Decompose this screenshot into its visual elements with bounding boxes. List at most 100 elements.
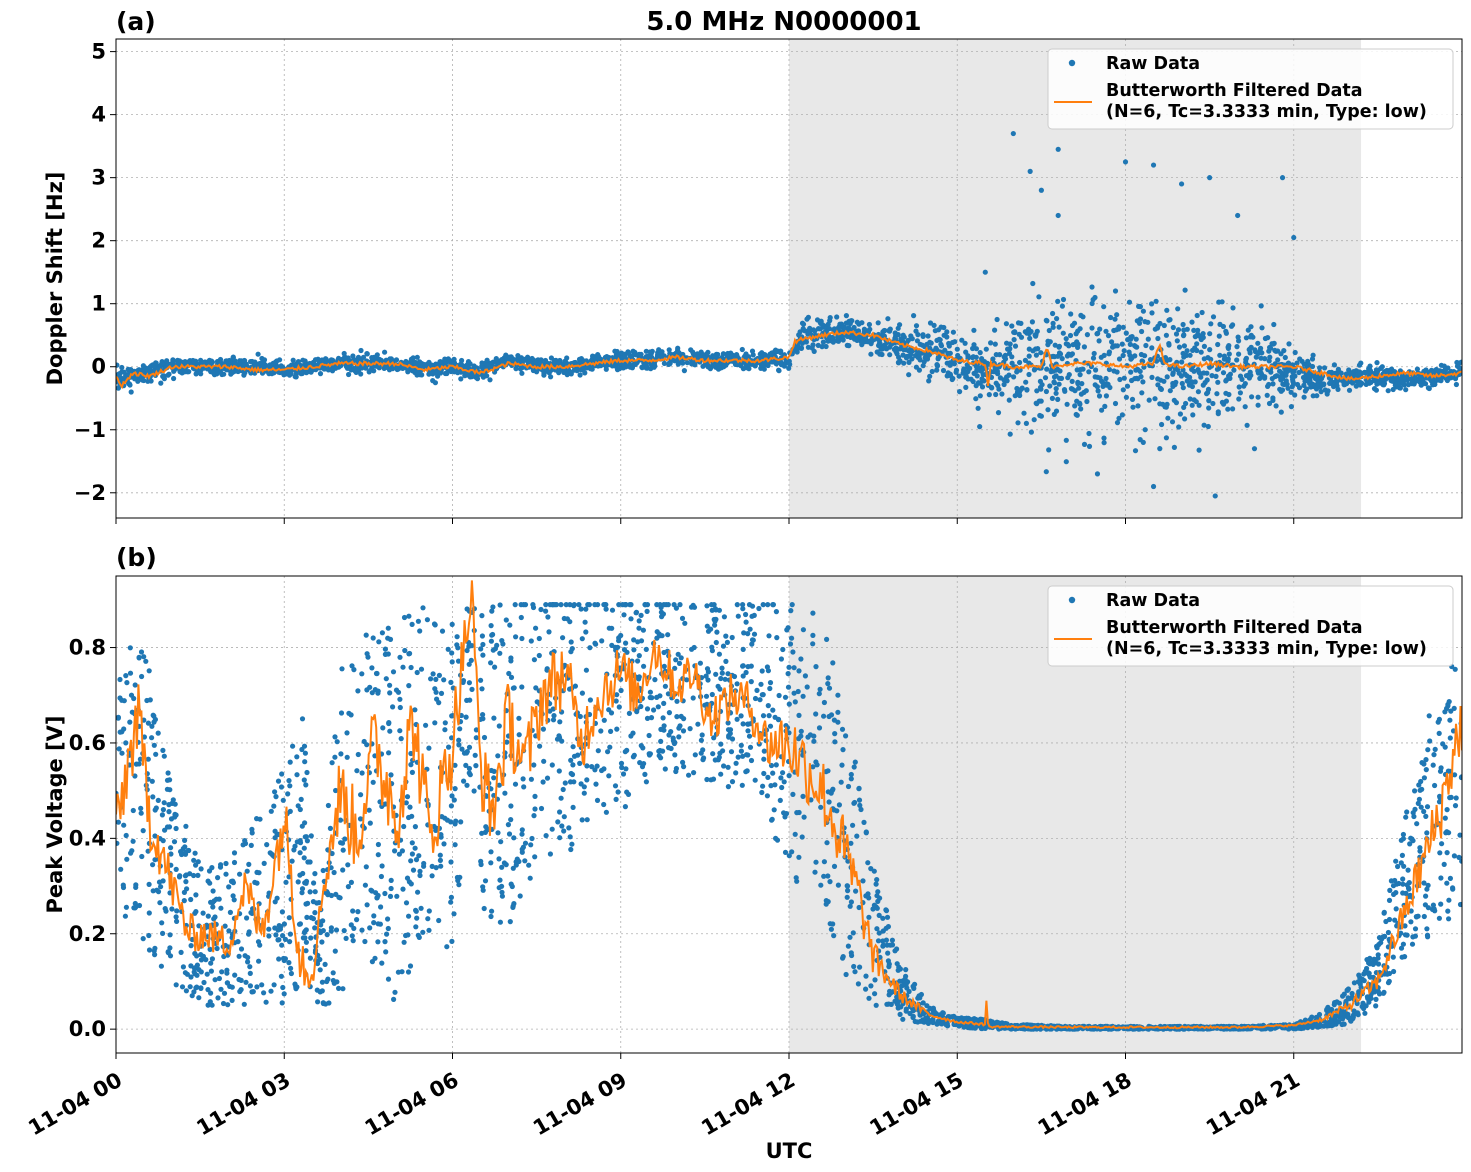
raw-point: [1177, 411, 1183, 417]
raw-point: [782, 849, 789, 856]
raw-point: [350, 908, 356, 914]
raw-point: [1430, 762, 1436, 768]
raw-point: [948, 373, 954, 379]
raw-point: [1349, 380, 1356, 386]
raw-point: [1086, 369, 1092, 375]
raw-point: [512, 781, 519, 787]
raw-point: [550, 706, 556, 712]
raw-point: [1376, 941, 1382, 948]
raw-point: [623, 640, 629, 646]
raw-point: [950, 339, 956, 346]
raw-point: [762, 352, 768, 358]
raw-point: [927, 320, 934, 326]
raw-point: [397, 696, 403, 702]
raw-point: [536, 652, 542, 659]
raw-point: [766, 713, 772, 719]
raw-point: [1065, 375, 1071, 381]
raw-point: [1023, 379, 1029, 385]
raw-point: [183, 988, 189, 994]
raw-point: [850, 930, 856, 936]
raw-point: [880, 942, 887, 948]
raw-point: [1050, 324, 1056, 330]
raw-point: [886, 328, 892, 334]
raw-point: [1130, 404, 1136, 410]
raw-point: [1149, 345, 1155, 351]
raw-point: [345, 884, 351, 890]
raw-point: [152, 952, 158, 958]
raw-point: [1237, 390, 1243, 396]
raw-point: [1163, 404, 1169, 410]
raw-point: [846, 325, 852, 331]
raw-point: [577, 372, 583, 378]
raw-point: [1157, 446, 1163, 452]
raw-point: [152, 857, 158, 863]
raw-point: [531, 813, 537, 819]
raw-point: [1201, 343, 1207, 349]
raw-point: [257, 816, 263, 822]
raw-point: [1195, 367, 1201, 373]
raw-point: [240, 362, 246, 368]
raw-point: [175, 357, 181, 363]
raw-point: [364, 902, 370, 908]
raw-point: [1083, 388, 1089, 394]
raw-point: [778, 775, 784, 781]
raw-point: [977, 393, 983, 399]
raw-point: [648, 715, 655, 721]
raw-point: [1101, 352, 1107, 358]
raw-point: [1011, 374, 1017, 380]
raw-point: [873, 1002, 879, 1008]
raw-point: [1262, 356, 1268, 362]
raw-point: [759, 789, 765, 796]
raw-point: [417, 628, 423, 634]
raw-point: [1271, 321, 1277, 328]
raw-point: [1242, 404, 1248, 410]
raw-point: [243, 979, 249, 985]
raw-point: [927, 339, 933, 345]
raw-point: [1166, 341, 1172, 347]
raw-point: [489, 632, 495, 638]
raw-point: [861, 326, 868, 332]
raw-point: [1418, 382, 1424, 388]
raw-point: [630, 754, 637, 760]
raw-point: [407, 963, 414, 969]
raw-point: [543, 833, 549, 839]
raw-point: [992, 341, 998, 347]
raw-point: [1374, 381, 1380, 387]
raw-point: [1047, 339, 1053, 345]
raw-point: [934, 367, 940, 373]
raw-point: [448, 803, 454, 809]
raw-point: [615, 354, 621, 360]
raw-point: [970, 354, 976, 360]
panel-a-label: (a): [116, 7, 156, 36]
raw-point: [1103, 328, 1109, 334]
raw-point: [754, 687, 760, 694]
raw-point: [1018, 320, 1024, 326]
raw-point: [739, 346, 745, 353]
raw-point: [491, 775, 497, 781]
raw-point: [1284, 381, 1290, 387]
raw-point: [141, 654, 147, 660]
raw-point: [215, 875, 221, 881]
raw-point: [920, 332, 926, 338]
raw-point: [464, 749, 470, 755]
raw-point: [614, 726, 620, 732]
raw-point: [198, 985, 204, 991]
raw-point: [317, 967, 323, 973]
raw-point: [1029, 319, 1035, 325]
raw-point: [261, 357, 268, 363]
raw-point: [769, 350, 775, 356]
raw-point: [615, 789, 621, 795]
raw-point: [1292, 349, 1298, 356]
raw-point: [780, 646, 786, 653]
raw-point: [1091, 350, 1097, 357]
raw-point: [1392, 917, 1398, 923]
raw-point: [223, 860, 229, 867]
raw-point: [764, 793, 771, 799]
raw-point: [866, 914, 872, 920]
raw-point: [895, 325, 901, 331]
raw-point: [1145, 336, 1151, 342]
raw-point: [1223, 330, 1229, 336]
raw-point: [1026, 330, 1032, 337]
raw-point: [127, 645, 133, 651]
raw-point: [299, 890, 305, 896]
